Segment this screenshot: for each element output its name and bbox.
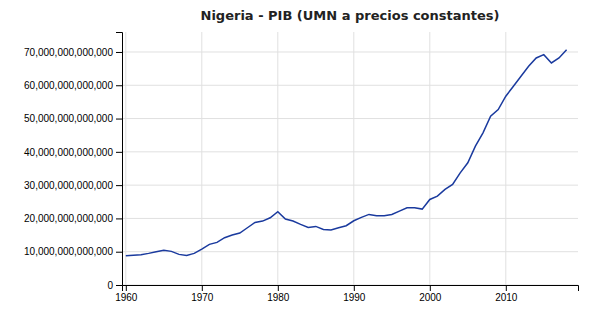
x-tick-mark (354, 285, 355, 291)
y-axis: 0 10,000,000,000,000 20,000,000,000,000 30,… (24, 33, 122, 291)
grid (122, 32, 578, 285)
y-tick: 10,000,000,000,000 (24, 246, 122, 257)
x-tick-mark (202, 285, 203, 291)
y-tick: 20,000,000,000,000 (24, 213, 122, 224)
x-tick-mark (506, 285, 507, 291)
y-tick-mark (116, 218, 122, 219)
grid-line-y (122, 118, 578, 119)
x-tick: 1960 (115, 285, 138, 303)
x-axis: 1960 1970 1980 1990 2000 2010 (115, 285, 578, 303)
x-tick-label: 2010 (495, 292, 518, 303)
y-tick: 50,000,000,000,000 (24, 113, 122, 124)
grid-line-y (122, 151, 578, 152)
y-tick: 60,000,000,000,000 (24, 80, 122, 91)
chart: Nigeria - PIB (UMN a precios constantes)… (0, 0, 600, 315)
grid-line-y (122, 251, 578, 252)
x-axis-line (123, 286, 579, 292)
y-tick-mark (116, 252, 122, 253)
grid-line-x (201, 32, 202, 285)
y-tick: 40,000,000,000,000 (24, 147, 122, 158)
x-tick-label: 1970 (191, 292, 214, 303)
x-tick-label: 1990 (343, 292, 366, 303)
y-tick-label: 60,000,000,000,000 (24, 80, 113, 91)
y-tick-mark (116, 185, 122, 186)
x-tick-label: 1980 (267, 292, 290, 303)
y-tick-label: 70,000,000,000,000 (24, 47, 113, 58)
y-tick: 0 (107, 280, 122, 291)
y-tick-label: 50,000,000,000,000 (24, 113, 113, 124)
grid-line-x (429, 32, 430, 285)
plot: 1960 1970 1980 1990 2000 2010 0 10,000,000,000,… (24, 32, 578, 303)
x-tick: 2010 (495, 285, 518, 303)
y-tick-label: 20,000,000,000,000 (24, 213, 113, 224)
y-tick: 70,000,000,000,000 (24, 47, 122, 58)
x-tick-label: 2000 (419, 292, 442, 303)
y-axis-line (116, 33, 123, 286)
y-tick-mark (116, 152, 122, 153)
y-tick-label: 30,000,000,000,000 (24, 180, 113, 191)
grid-line-y (122, 218, 578, 219)
y-tick-label: 10,000,000,000,000 (24, 246, 113, 257)
grid-line-x (277, 32, 278, 285)
x-tick: 1980 (267, 285, 290, 303)
y-tick-mark (116, 52, 122, 53)
x-tick-mark (126, 285, 127, 291)
title: Nigeria - PIB (UMN a precios constantes) (201, 8, 500, 23)
x-tick: 2000 (419, 285, 442, 303)
x-tick: 1990 (343, 285, 366, 303)
grid-line-y (122, 185, 578, 186)
grid-line-x (125, 32, 126, 285)
grid-line-y (122, 85, 578, 86)
x-tick-label: 1960 (115, 292, 138, 303)
grid-line-x (353, 32, 354, 285)
y-tick-mark (116, 285, 122, 286)
y-tick: 30,000,000,000,000 (24, 180, 122, 191)
x-tick-mark (278, 285, 279, 291)
marks (126, 50, 567, 256)
x-tick-mark (430, 285, 431, 291)
y-tick-label: 40,000,000,000,000 (24, 147, 113, 158)
y-tick-label: 0 (107, 280, 113, 291)
grid-line-x (505, 32, 506, 285)
y-tick-mark (116, 85, 122, 86)
line (126, 50, 567, 256)
y-tick-mark (116, 119, 122, 120)
x-tick: 1970 (191, 285, 214, 303)
grid-line-y (122, 51, 578, 52)
